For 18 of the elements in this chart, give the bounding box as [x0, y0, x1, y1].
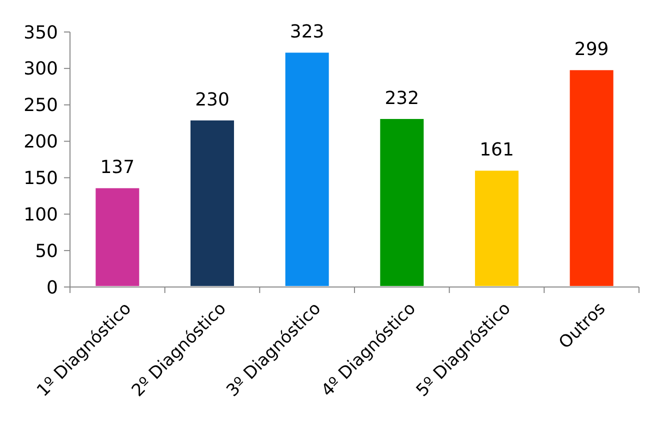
data-label: 230	[195, 89, 230, 110]
bar	[568, 68, 616, 288]
data-label: 232	[384, 88, 420, 109]
y-tick-label: 100	[24, 204, 58, 226]
data-label: 323	[290, 22, 324, 43]
bar	[283, 50, 331, 288]
data-label: 137	[100, 157, 135, 178]
y-tick-label: 50	[35, 240, 58, 262]
y-tick-label: 150	[24, 168, 58, 190]
bar	[94, 186, 142, 288]
y-tick-label: 200	[24, 132, 58, 153]
y-tick-label: 0	[46, 277, 58, 298]
y-tick-label: 300	[24, 58, 58, 80]
bar	[378, 116, 426, 288]
y-tick-label: 250	[24, 95, 58, 116]
data-label: 299	[574, 39, 609, 60]
y-tick-label: 350	[24, 22, 58, 44]
data-label: 161	[480, 140, 514, 161]
